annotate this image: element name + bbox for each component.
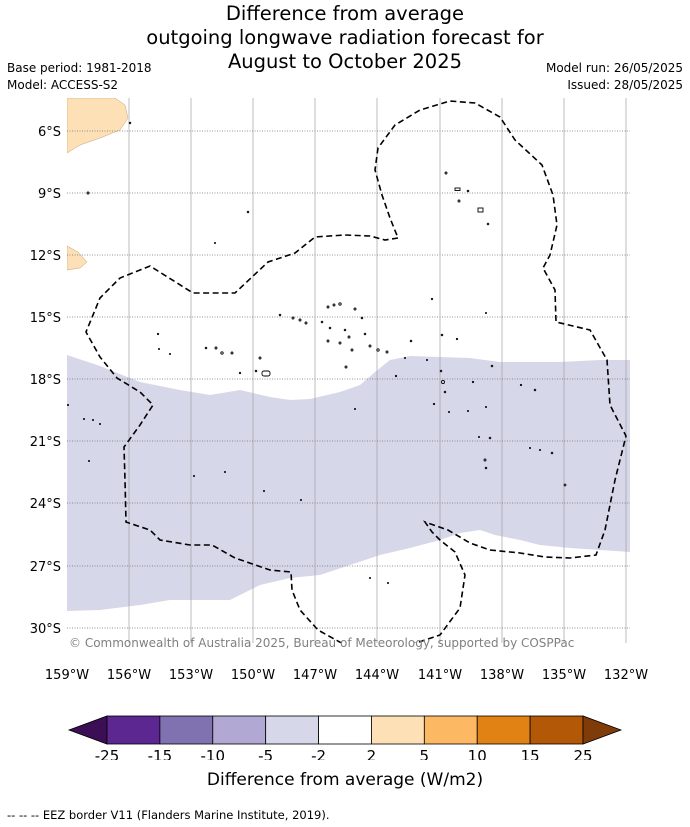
lat-label: 21°S xyxy=(30,435,61,450)
colorbar-title: Difference from average (W/m2) xyxy=(206,770,484,790)
map-plot-area xyxy=(67,98,630,643)
lon-label: 153°W xyxy=(169,668,213,683)
colorbar-tick-label: -15 xyxy=(148,747,173,760)
gridlines xyxy=(128,98,627,643)
lat-label: 24°S xyxy=(30,497,61,512)
colorbar-segment xyxy=(529,715,584,745)
meta-right: Model run: 26/05/2025 Issued: 28/05/2025 xyxy=(546,60,683,94)
lon-label: 135°W xyxy=(542,668,586,683)
meta-left: Base period: 1981-2018 Model: ACCESS-S2 xyxy=(7,60,152,94)
colorbar-extension-low xyxy=(67,715,108,745)
lat-label: 27°S xyxy=(30,560,61,575)
positive-anomaly-region-west xyxy=(67,245,88,271)
colorbar-tick-label: 25 xyxy=(573,747,592,760)
colorbar-tick-label: -5 xyxy=(258,747,273,760)
islands xyxy=(67,121,567,585)
latitude-labels: 6°S 9°S 12°S 15°S 18°S 21°S 24°S 27°S 30… xyxy=(30,125,61,637)
map-figure: © Commonwealth of Australia 2025, Bureau… xyxy=(30,98,648,760)
title-line-2: outgoing longwave radiation forecast for xyxy=(146,26,544,49)
lon-label: 159°W xyxy=(45,668,89,683)
negative-anomaly-region xyxy=(67,355,630,611)
lon-label: 141°W xyxy=(418,668,462,683)
title-line-3: August to October 2025 xyxy=(227,50,463,73)
colorbar xyxy=(67,715,623,745)
colorbar-tick-label: 15 xyxy=(521,747,540,760)
positive-anomaly-region-north xyxy=(67,98,129,154)
lon-label: 156°W xyxy=(107,668,151,683)
model-name: Model: ACCESS-S2 xyxy=(7,78,119,92)
copyright-text: © Commonwealth of Australia 2025, Bureau… xyxy=(69,636,574,650)
lon-label: 132°W xyxy=(604,668,648,683)
eez-border xyxy=(85,100,627,643)
colorbar-tick-label: 10 xyxy=(468,747,487,760)
colorbar-segment xyxy=(159,715,214,745)
colorbar-segment xyxy=(212,715,267,745)
map-title: Difference from average outgoing longwav… xyxy=(0,2,690,74)
issued-date: Issued: 28/05/2025 xyxy=(567,78,683,92)
base-period: Base period: 1981-2018 xyxy=(7,61,152,75)
lat-label: 30°S xyxy=(30,622,61,637)
colorbar-tick-label: 2 xyxy=(367,747,377,760)
colorbar-ticks: -25 -15 -10 -5 -2 2 5 10 15 25 xyxy=(95,747,593,760)
model-run: Model run: 26/05/2025 xyxy=(545,61,683,75)
colorbar-tick-label: 5 xyxy=(420,747,430,760)
colorbar-segment xyxy=(371,715,425,745)
colorbar-segment xyxy=(423,715,478,745)
lon-label: 150°W xyxy=(231,668,275,683)
colorbar-segment xyxy=(265,715,319,745)
eez-legend-note: -- -- -- EEZ border V11 (Flanders Marine… xyxy=(7,808,330,822)
colorbar-tick-label: -25 xyxy=(95,747,120,760)
colorbar-tick-label: -10 xyxy=(201,747,226,760)
colorbar-tick-label: -2 xyxy=(311,747,326,760)
colorbar-extension-high xyxy=(582,715,623,745)
colorbar-segment xyxy=(476,715,531,745)
colorbar-segment xyxy=(106,715,161,745)
colorbar-segment xyxy=(318,715,372,745)
lat-label: 9°S xyxy=(38,187,61,202)
lat-label: 18°S xyxy=(30,373,61,388)
longitude-labels: 159°W 156°W 153°W 150°W 147°W 144°W 141°… xyxy=(45,668,648,683)
lat-label: 6°S xyxy=(38,125,61,140)
lat-label: 15°S xyxy=(30,311,61,326)
lon-label: 138°W xyxy=(480,668,524,683)
lat-label: 12°S xyxy=(30,249,61,264)
title-line-1: Difference from average xyxy=(225,2,465,25)
lon-label: 144°W xyxy=(355,668,399,683)
lon-label: 147°W xyxy=(293,668,337,683)
